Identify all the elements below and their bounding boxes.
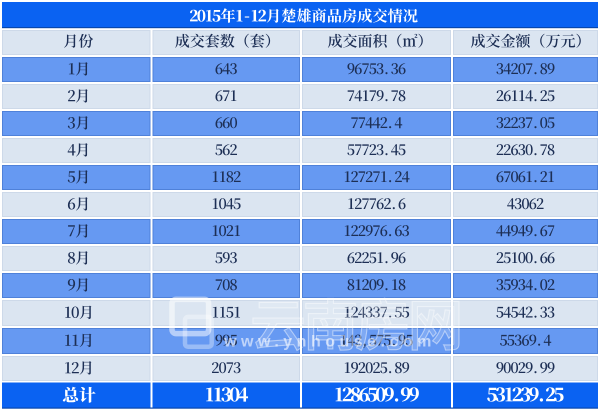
svg-text:www.ynhouse.com: www.ynhouse.com [223, 334, 436, 351]
